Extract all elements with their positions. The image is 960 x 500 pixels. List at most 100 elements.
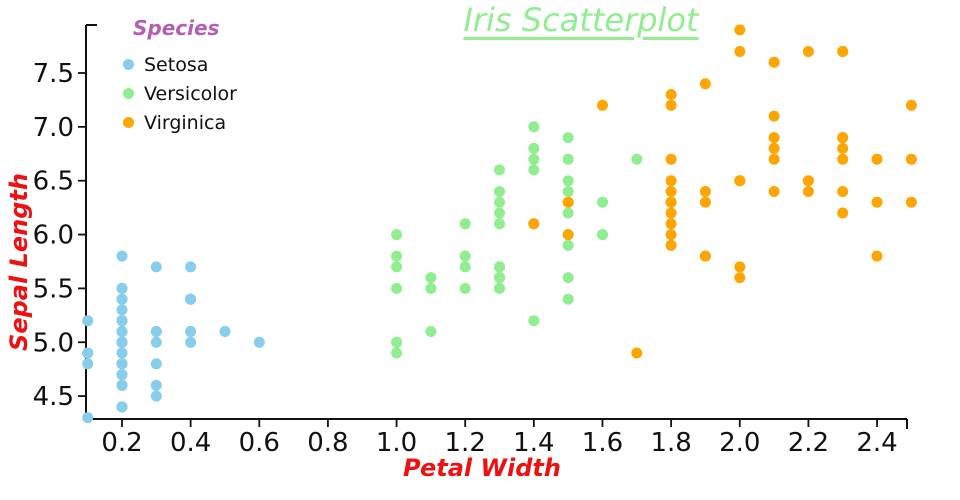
data-point-versicolor <box>562 132 574 144</box>
data-point-virginica <box>699 78 711 90</box>
data-point-versicolor <box>562 272 574 284</box>
data-point-virginica <box>631 347 643 359</box>
data-point-setosa <box>116 326 128 337</box>
data-point-setosa <box>116 304 128 316</box>
y-tick-label: 6.0 <box>33 221 74 251</box>
data-point-virginica <box>665 153 677 165</box>
x-tick-label: 0.6 <box>239 428 280 458</box>
x-tick-label: 0.2 <box>101 428 142 458</box>
data-point-versicolor <box>562 293 574 305</box>
data-point-virginica <box>871 196 883 208</box>
y-tick-label: 6.5 <box>33 167 74 197</box>
y-axis-label: Sepal Length <box>5 173 33 351</box>
data-point-versicolor <box>494 218 505 230</box>
data-point-virginica <box>734 261 746 273</box>
data-point-virginica <box>665 229 677 241</box>
data-point-versicolor <box>425 326 437 337</box>
data-point-versicolor <box>528 315 540 327</box>
legend-item-virginica: Virginica <box>112 108 237 137</box>
x-tick-label: 2.2 <box>788 428 829 458</box>
x-tick-label: 1.0 <box>376 428 417 458</box>
data-point-versicolor <box>391 282 403 294</box>
data-point-setosa <box>116 358 128 370</box>
data-point-setosa <box>150 326 162 337</box>
data-point-virginica <box>768 132 780 144</box>
legend-title: Species <box>133 16 220 40</box>
legend: Species Setosa Versicolor Virginica <box>112 16 237 137</box>
y-tick-label: 5.0 <box>33 328 74 358</box>
data-point-virginica <box>768 56 780 68</box>
data-point-versicolor <box>391 229 403 241</box>
data-point-virginica <box>802 46 814 57</box>
data-point-setosa <box>116 282 128 294</box>
legend-item-versicolor: Versicolor <box>112 79 237 108</box>
data-point-virginica <box>528 218 540 230</box>
data-point-virginica <box>699 196 711 208</box>
data-point-virginica <box>665 207 677 219</box>
legend-marker-versicolor-icon <box>123 88 134 99</box>
data-point-virginica <box>837 186 849 197</box>
data-point-versicolor <box>562 207 574 219</box>
data-point-virginica <box>665 186 677 197</box>
data-point-virginica <box>562 229 574 241</box>
data-point-virginica <box>734 272 746 284</box>
data-point-virginica <box>665 89 677 100</box>
data-point-virginica <box>699 250 711 262</box>
data-point-versicolor <box>562 175 574 187</box>
data-point-versicolor <box>494 272 505 284</box>
data-point-virginica <box>665 218 677 230</box>
x-tick-label: 0.8 <box>307 428 348 458</box>
data-point-setosa <box>219 326 231 337</box>
data-point-setosa <box>116 369 128 381</box>
data-point-virginica <box>837 46 849 57</box>
x-tick-label: 1.8 <box>650 428 691 458</box>
data-point-virginica <box>768 153 780 165</box>
legend-item-label: Setosa <box>144 53 209 76</box>
data-point-virginica <box>802 186 814 197</box>
y-tick-label: 4.5 <box>33 382 74 412</box>
data-point-versicolor <box>528 142 540 154</box>
legend-marker-virginica-icon <box>123 117 134 128</box>
y-tick-label: 7.0 <box>33 113 74 143</box>
data-point-setosa <box>116 293 128 305</box>
data-point-virginica <box>768 186 780 197</box>
data-point-setosa <box>82 315 94 327</box>
data-point-setosa <box>82 347 94 359</box>
data-point-virginica <box>837 132 849 144</box>
data-point-versicolor <box>562 153 574 165</box>
data-point-versicolor <box>597 196 608 208</box>
data-point-virginica <box>734 175 746 187</box>
data-point-setosa <box>116 336 128 348</box>
data-point-setosa <box>253 336 265 348</box>
data-point-virginica <box>665 99 677 111</box>
data-point-setosa <box>82 412 94 424</box>
data-point-setosa <box>185 326 197 337</box>
data-point-virginica <box>837 153 849 165</box>
data-point-versicolor <box>528 121 540 133</box>
data-point-virginica <box>871 153 883 165</box>
data-point-versicolor <box>631 153 643 165</box>
legend-marker-setosa-icon <box>123 59 134 70</box>
legend-item-label: Versicolor <box>144 82 237 105</box>
data-point-virginica <box>665 196 677 208</box>
data-point-virginica <box>734 24 746 36</box>
data-point-versicolor <box>459 282 471 294</box>
data-point-versicolor <box>391 347 403 359</box>
x-tick-label: 0.4 <box>170 428 211 458</box>
data-point-setosa <box>150 390 162 402</box>
y-tick-label: 7.5 <box>33 59 74 89</box>
data-point-setosa <box>150 336 162 348</box>
x-tick-label: 1.6 <box>582 428 623 458</box>
data-point-setosa <box>116 250 128 262</box>
data-point-setosa <box>116 315 128 327</box>
data-point-virginica <box>768 142 780 154</box>
data-point-setosa <box>150 261 162 273</box>
data-point-virginica <box>597 99 608 111</box>
x-axis-label: Petal Width <box>403 454 561 482</box>
x-tick-label: 2.0 <box>719 428 760 458</box>
data-point-virginica <box>699 186 711 197</box>
data-point-versicolor <box>459 250 471 262</box>
data-point-setosa <box>150 379 162 391</box>
data-point-versicolor <box>494 207 505 219</box>
